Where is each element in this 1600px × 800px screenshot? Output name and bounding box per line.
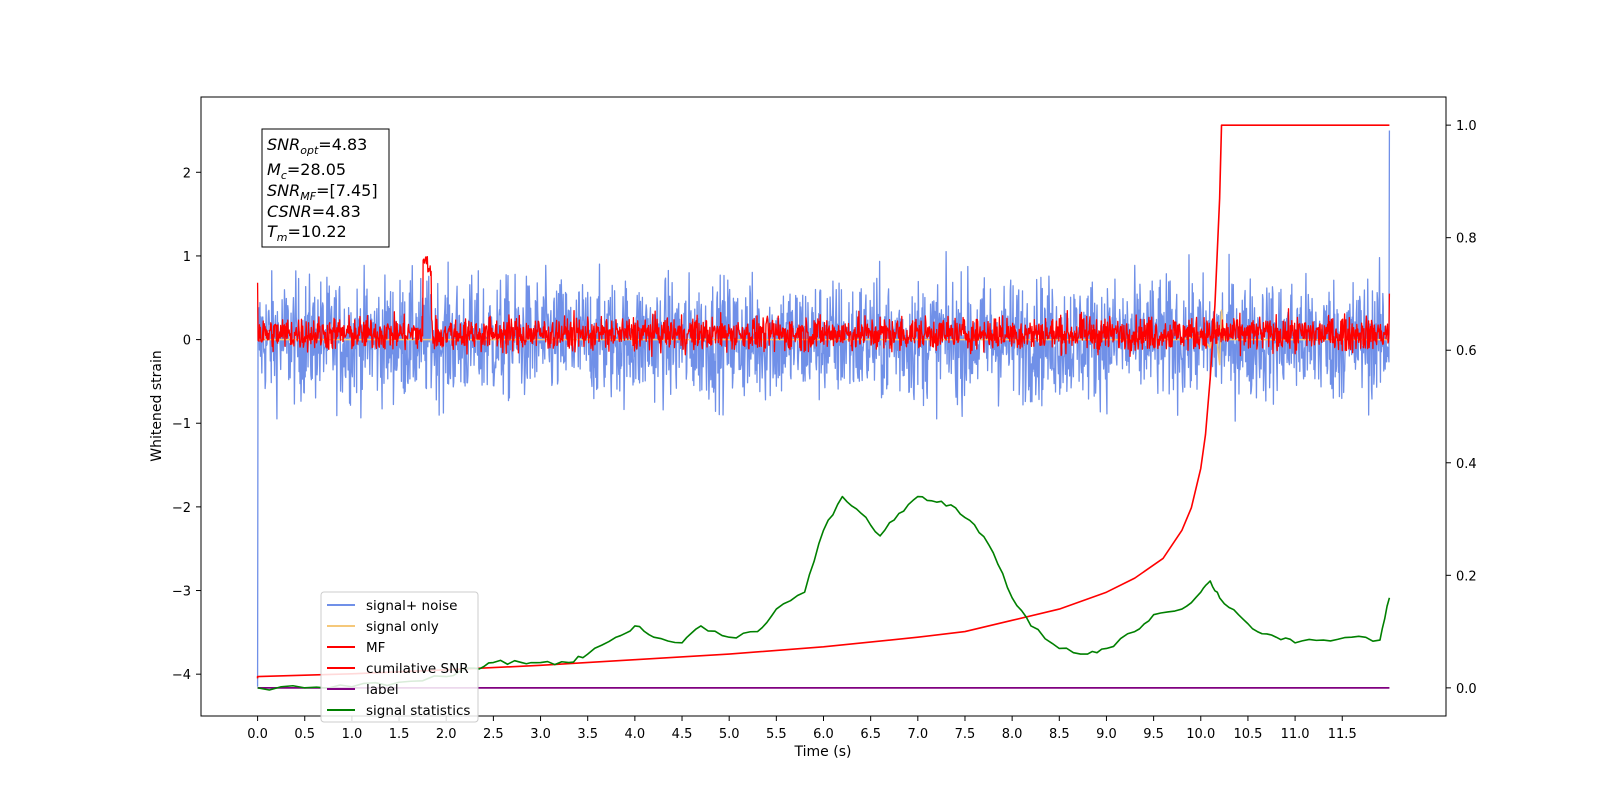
y-left-tick-label: 2 [183, 166, 191, 181]
y-right-tick-label: 1.0 [1456, 119, 1477, 134]
y-right-tick-label: 0.0 [1456, 682, 1477, 697]
x-tick-label: 10.5 [1233, 727, 1262, 742]
x-tick-label: 7.0 [907, 727, 928, 742]
series-signal-statistics-line [257, 495, 1391, 691]
y-axis-right: 1.0 0.8 0.6 0.4 0.2 0.0 [1446, 119, 1477, 697]
legend-label-signal-only: signal only [366, 619, 439, 635]
x-tick-label: 3.5 [577, 727, 598, 742]
y-right-tick-label: 0.4 [1456, 457, 1477, 472]
x-tick-label: 9.0 [1096, 727, 1117, 742]
y-right-tick-label: 0.2 [1456, 569, 1477, 584]
annotation-mc: Mc=28.05 [267, 160, 346, 182]
x-tick-label: 7.5 [955, 727, 976, 742]
legend-label-signal-noise: signal+ noise [366, 598, 457, 614]
y-left-tick-label: −3 [172, 585, 191, 600]
x-tick-label: 1.0 [342, 727, 363, 742]
y-axis-label: Whitened strain [149, 350, 165, 461]
series-signal-noise-line [256, 130, 1391, 687]
series-mf-line [256, 256, 1391, 357]
annotation-snr-mf: SNRMF=[7.45] [267, 181, 378, 203]
legend-label-label: label [366, 682, 399, 698]
y-left-tick-label: −4 [172, 668, 191, 683]
x-tick-label: 4.0 [625, 727, 646, 742]
x-tick-label: 2.5 [483, 727, 504, 742]
annotation-box: SNRopt=4.83 Mc=28.05 SNRMF=[7.45] CSNR=4… [261, 128, 390, 248]
annotation-tm: Tm=10.22 [267, 222, 347, 244]
x-tick-label: 2.0 [436, 727, 457, 742]
x-tick-label: 3.0 [530, 727, 551, 742]
x-tick-label: 0.0 [247, 727, 268, 742]
legend-label-cumulative-snr: cumilative SNR [366, 661, 469, 677]
x-tick-label: 8.0 [1002, 727, 1023, 742]
x-tick-label: 6.0 [813, 727, 834, 742]
y-axis-left: 2 1 0 −1 −2 −3 −4 [172, 166, 201, 683]
x-tick-label: 9.5 [1143, 727, 1164, 742]
x-tick-label: 1.5 [389, 727, 410, 742]
x-tick-label: 0.5 [294, 727, 315, 742]
legend-label-signal-statistics: signal statistics [366, 703, 470, 719]
legend-label-mf: MF [366, 640, 385, 656]
y-right-tick-label: 0.6 [1456, 344, 1477, 359]
y-left-tick-label: −2 [172, 501, 191, 516]
annotation-csnr: CSNR=4.83 [267, 202, 361, 221]
legend: signal+ noise signal only MF cumilative … [320, 591, 479, 723]
x-tick-label: 6.5 [860, 727, 881, 742]
series-cumulative-snr-line [256, 124, 1390, 679]
annotation-snr-opt: SNRopt=4.83 [267, 135, 367, 157]
x-tick-label: 11.5 [1328, 727, 1357, 742]
x-axis-label: Time (s) [794, 744, 852, 760]
x-axis: 0.0 0.5 1.0 1.5 2.0 2.5 3.0 3.5 4.0 4.5 5.0 5.5 6.0 6… [247, 716, 1357, 742]
y-left-tick-label: 1 [183, 250, 191, 265]
x-tick-label: 4.5 [672, 727, 693, 742]
x-tick-label: 5.5 [766, 727, 787, 742]
x-tick-label: 8.5 [1049, 727, 1070, 742]
x-tick-label: 5.0 [719, 727, 740, 742]
y-left-tick-label: 0 [183, 334, 191, 349]
y-left-tick-label: −1 [172, 417, 191, 432]
x-tick-label: 11.0 [1281, 727, 1310, 742]
x-tick-label: 10.0 [1186, 727, 1215, 742]
y-right-tick-label: 0.8 [1456, 232, 1477, 247]
